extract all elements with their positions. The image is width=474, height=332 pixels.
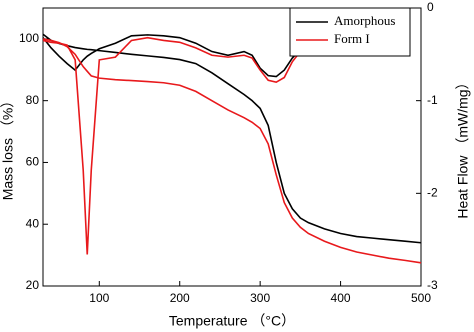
y-tick-label: 80: [26, 93, 40, 107]
legend-box: [289, 7, 411, 57]
legend-label: Amorphous: [334, 13, 395, 28]
y-tick-label: 20: [26, 278, 40, 292]
x-axis-label: Temperature （°C）: [169, 313, 295, 329]
y-axis-label: Mass loss （%）: [0, 94, 16, 201]
mass-loss-line: [42, 38, 422, 264]
x-tick-label: 100: [89, 291, 109, 305]
x-tick-label: 400: [331, 291, 351, 305]
legend-label: Form I: [334, 31, 370, 46]
y2-tick-label: 0: [427, 0, 434, 14]
x-tick-label: 500: [411, 291, 431, 305]
y2-tick-label: -1: [427, 93, 438, 107]
y-tick-label: 100: [19, 31, 39, 45]
x-tick-label: 300: [250, 291, 270, 305]
heat-flow-line: [42, 36, 301, 255]
plot-frame: [42, 7, 422, 287]
y2-axis-label: Heat Flow （mW/mg）: [455, 75, 471, 218]
y-tick-label: 60: [26, 155, 40, 169]
mass-loss-line: [42, 33, 422, 244]
y2-tick-label: -3: [427, 278, 438, 292]
x-tick-label: 200: [170, 291, 190, 305]
y2-tick-label: -2: [427, 186, 438, 200]
y-tick-label: 40: [26, 216, 40, 230]
